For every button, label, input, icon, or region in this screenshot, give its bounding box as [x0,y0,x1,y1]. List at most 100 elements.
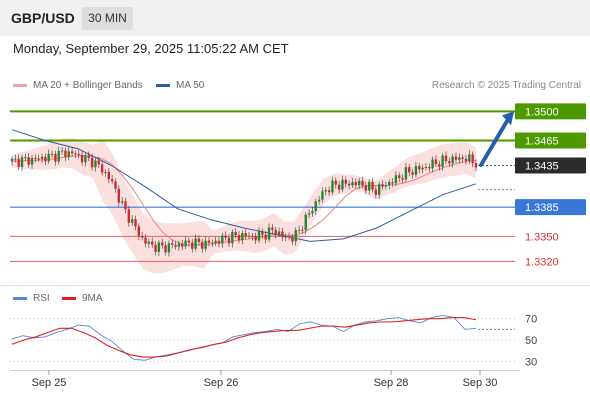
candle-body [264,234,267,240]
candle-body [267,227,271,240]
ma20-swatch [13,84,27,87]
x-tick-label: Sep 28 [374,377,409,389]
candle-body [117,188,121,203]
candle-body [231,232,234,244]
rsi-ma-line [11,317,477,358]
candle-body [77,153,80,155]
candle-body [287,236,291,238]
candle-body [144,237,147,244]
candle-body [214,240,217,244]
candle-body [27,157,30,165]
candle-body [161,242,164,246]
candle-body [254,236,257,241]
candle-body [367,181,371,191]
bollinger-band-area [12,137,476,274]
candle-body [20,157,24,167]
ma50-swatch [156,84,170,87]
candle-body [377,184,381,195]
candle-body [221,235,224,244]
candle-body [34,157,37,159]
candle-body [90,157,94,168]
rsi-legend: RSI [13,293,50,304]
candle-body [171,243,174,245]
candle-body [401,178,404,180]
candle-body [277,231,281,235]
rsi-tick-label: 50 [525,335,537,347]
rsi-ma-legend-label: 9MA [82,293,103,304]
candle-body [301,229,304,231]
candle-body [458,157,461,160]
candle-body [414,166,418,175]
candles [10,146,478,257]
level-label: 1.3500 [525,106,559,118]
candle-body [261,231,264,235]
candle-body [147,241,151,244]
top-bar: GBP/USD 30 MIN [0,0,590,36]
timeframe-button[interactable]: 30 MIN [82,7,133,30]
candle-body [80,154,84,163]
candle-body [341,179,344,190]
candle-body [344,179,348,184]
candle-body [374,189,378,195]
candle-body [181,243,184,247]
candle-body [204,240,207,249]
copyright-notice: Research © 2025 Trading Central [431,80,581,91]
candle-body [97,160,100,165]
candle-body [154,244,157,252]
candle-body [107,171,111,180]
level-1-3500: 1.3500 [10,103,586,120]
candle-body [40,156,44,159]
rsi-ma-swatch [62,297,76,300]
candle-body [130,219,134,223]
candle-body [418,166,421,170]
candle-body [44,156,47,162]
candle-body [191,242,194,249]
candle-body [281,231,284,238]
candle-body [304,214,307,231]
candle-body [408,167,411,173]
candle-body [464,158,468,161]
candle-body [174,244,177,247]
candle-body [60,150,64,152]
candle-body [294,230,297,242]
candle-body [54,153,57,162]
candle-body [64,150,67,158]
candle-body [207,240,211,243]
candle-body [74,153,77,155]
candle-body [197,238,201,242]
resistance-label-box [515,103,586,120]
candle-body [271,227,274,230]
candle-body [137,226,141,236]
candle-body [334,180,337,185]
candle-body [461,157,464,159]
candle-body [134,219,137,227]
candle-body [441,155,444,167]
candle-body [237,235,241,241]
candle-body [361,180,364,186]
candle-body [364,185,368,191]
candle-body [251,235,254,237]
level-label: 1.3320 [525,256,559,268]
candle-body [10,158,14,162]
candle-body [444,155,448,162]
candle-body [30,157,34,165]
candle-body [184,240,187,247]
candle-body [164,245,167,253]
candle-body [177,243,181,247]
candle-body [247,235,251,237]
candle-body [468,154,471,161]
level-1-3435: 1.3435 [478,157,586,174]
candle-body [227,237,231,244]
candle-body [317,199,321,202]
candle-body [50,153,54,155]
candle-body [157,242,161,252]
candle-body [291,237,294,242]
x-tick-label: Sep 25 [32,377,67,389]
level-label: 1.3435 [525,161,559,173]
rsi-line [11,315,477,361]
level-label: 1.3465 [525,136,559,148]
candle-body [67,151,70,158]
candle-body [411,172,414,175]
level-label: 1.3385 [525,202,559,214]
